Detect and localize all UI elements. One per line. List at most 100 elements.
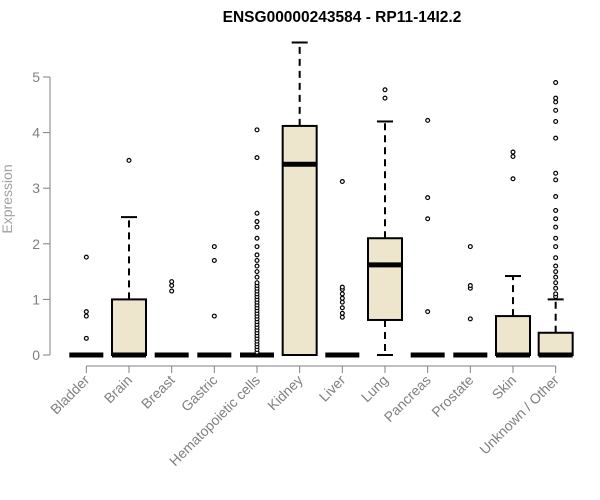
outlier-point bbox=[339, 299, 345, 305]
outlier-point bbox=[553, 291, 559, 297]
outlier-point bbox=[553, 207, 559, 213]
outlier-point bbox=[553, 99, 559, 105]
x-tick-label: Kidney bbox=[264, 372, 306, 414]
outlier-point bbox=[553, 224, 559, 230]
outlier-point bbox=[553, 118, 559, 124]
box-iqr bbox=[281, 124, 318, 357]
outlier-point bbox=[254, 274, 260, 280]
x-tick-label: Pancreas bbox=[381, 372, 434, 425]
outlier-point bbox=[553, 170, 559, 176]
outlier-point bbox=[425, 195, 431, 201]
outlier-point bbox=[83, 313, 89, 319]
outlier-point bbox=[467, 283, 473, 289]
x-tick-label: Skin bbox=[489, 372, 520, 403]
outlier-point bbox=[126, 157, 132, 163]
y-tick-label: 5 bbox=[32, 69, 40, 85]
outlier-point bbox=[553, 274, 559, 280]
outlier-point bbox=[254, 210, 260, 216]
outlier-point bbox=[83, 335, 89, 341]
outlier-point bbox=[83, 309, 89, 315]
box-skin bbox=[495, 149, 531, 358]
outlier-point bbox=[254, 263, 260, 269]
outlier-point bbox=[467, 316, 473, 322]
outlier-point bbox=[553, 255, 559, 261]
outlier-point bbox=[553, 107, 559, 113]
outlier-point bbox=[339, 305, 345, 311]
y-tick-label: 2 bbox=[32, 236, 40, 252]
outlier-point bbox=[339, 291, 345, 297]
box-brain bbox=[111, 157, 147, 358]
box-gastric bbox=[197, 244, 232, 358]
box-unknown-other bbox=[537, 80, 574, 358]
outlier-point bbox=[339, 179, 345, 185]
outlier-point bbox=[339, 295, 345, 301]
y-tick-label: 0 bbox=[32, 347, 40, 363]
box-pancreas bbox=[410, 117, 445, 358]
outlier-point bbox=[553, 80, 559, 86]
x-tick-label: Gastric bbox=[178, 372, 221, 415]
box-series bbox=[69, 41, 574, 358]
outlier-point bbox=[553, 135, 559, 141]
outlier-point bbox=[169, 288, 175, 294]
outlier-point bbox=[254, 280, 260, 286]
outlier-point bbox=[382, 95, 388, 101]
outlier-point bbox=[510, 149, 516, 155]
x-tick-label: Liver bbox=[316, 372, 349, 405]
box-iqr bbox=[495, 315, 531, 356]
x-tick-label: Brain bbox=[101, 372, 135, 406]
outlier-point bbox=[553, 285, 559, 291]
outlier-point bbox=[339, 314, 345, 320]
box-lung bbox=[367, 87, 403, 356]
y-tick-label: 1 bbox=[32, 291, 40, 307]
box-iqr bbox=[367, 237, 403, 321]
outlier-point bbox=[211, 313, 217, 319]
box-iqr bbox=[537, 331, 574, 357]
box-kidney bbox=[281, 41, 318, 357]
y-tick-label: 3 bbox=[32, 180, 40, 196]
box-breast bbox=[154, 279, 189, 358]
outlier-point bbox=[553, 216, 559, 222]
outlier-point bbox=[254, 269, 260, 275]
outlier-point bbox=[553, 280, 559, 286]
y-axis-label: Expression bbox=[0, 164, 15, 233]
outlier-point bbox=[169, 283, 175, 289]
outlier-point bbox=[510, 154, 516, 160]
outlier-point bbox=[254, 155, 260, 161]
outlier-point bbox=[169, 279, 175, 285]
outlier-point bbox=[254, 257, 260, 263]
outlier-point bbox=[553, 263, 559, 269]
outlier-point bbox=[553, 269, 559, 275]
x-tick-label: Unknown / Other bbox=[476, 372, 562, 458]
x-tick-label: Breast bbox=[138, 372, 178, 412]
outlier-point bbox=[425, 117, 431, 123]
outlier-point bbox=[254, 127, 260, 133]
outlier-point bbox=[425, 309, 431, 315]
x-tick-label: Bladder bbox=[47, 372, 93, 418]
y-axis: 0 1 2 3 4 5 bbox=[32, 69, 51, 363]
outlier-point bbox=[254, 224, 260, 230]
outlier-point bbox=[553, 235, 559, 241]
outlier-point bbox=[553, 194, 559, 200]
box-hematopoietic-cells bbox=[240, 127, 274, 358]
outlier-point bbox=[553, 244, 559, 250]
outlier-point bbox=[553, 177, 559, 183]
outlier-point bbox=[83, 254, 89, 260]
x-tick-label: Lung bbox=[358, 372, 391, 405]
box-bladder bbox=[69, 254, 104, 358]
outlier-point bbox=[254, 244, 260, 250]
box-iqr bbox=[111, 298, 147, 356]
x-tick-label: Prostate bbox=[428, 372, 476, 420]
outlier-point bbox=[254, 219, 260, 225]
outlier-point bbox=[211, 257, 217, 263]
outlier-point bbox=[467, 244, 473, 250]
box-prostate bbox=[453, 244, 488, 358]
outlier-point bbox=[254, 252, 260, 258]
outlier-point bbox=[211, 244, 217, 250]
outlier-point bbox=[339, 310, 345, 316]
outlier-point bbox=[382, 87, 388, 93]
box-liver bbox=[325, 179, 360, 358]
chart-title: ENSG00000243584 - RP11-14I2.2 bbox=[223, 9, 462, 26]
outlier-point bbox=[425, 216, 431, 222]
